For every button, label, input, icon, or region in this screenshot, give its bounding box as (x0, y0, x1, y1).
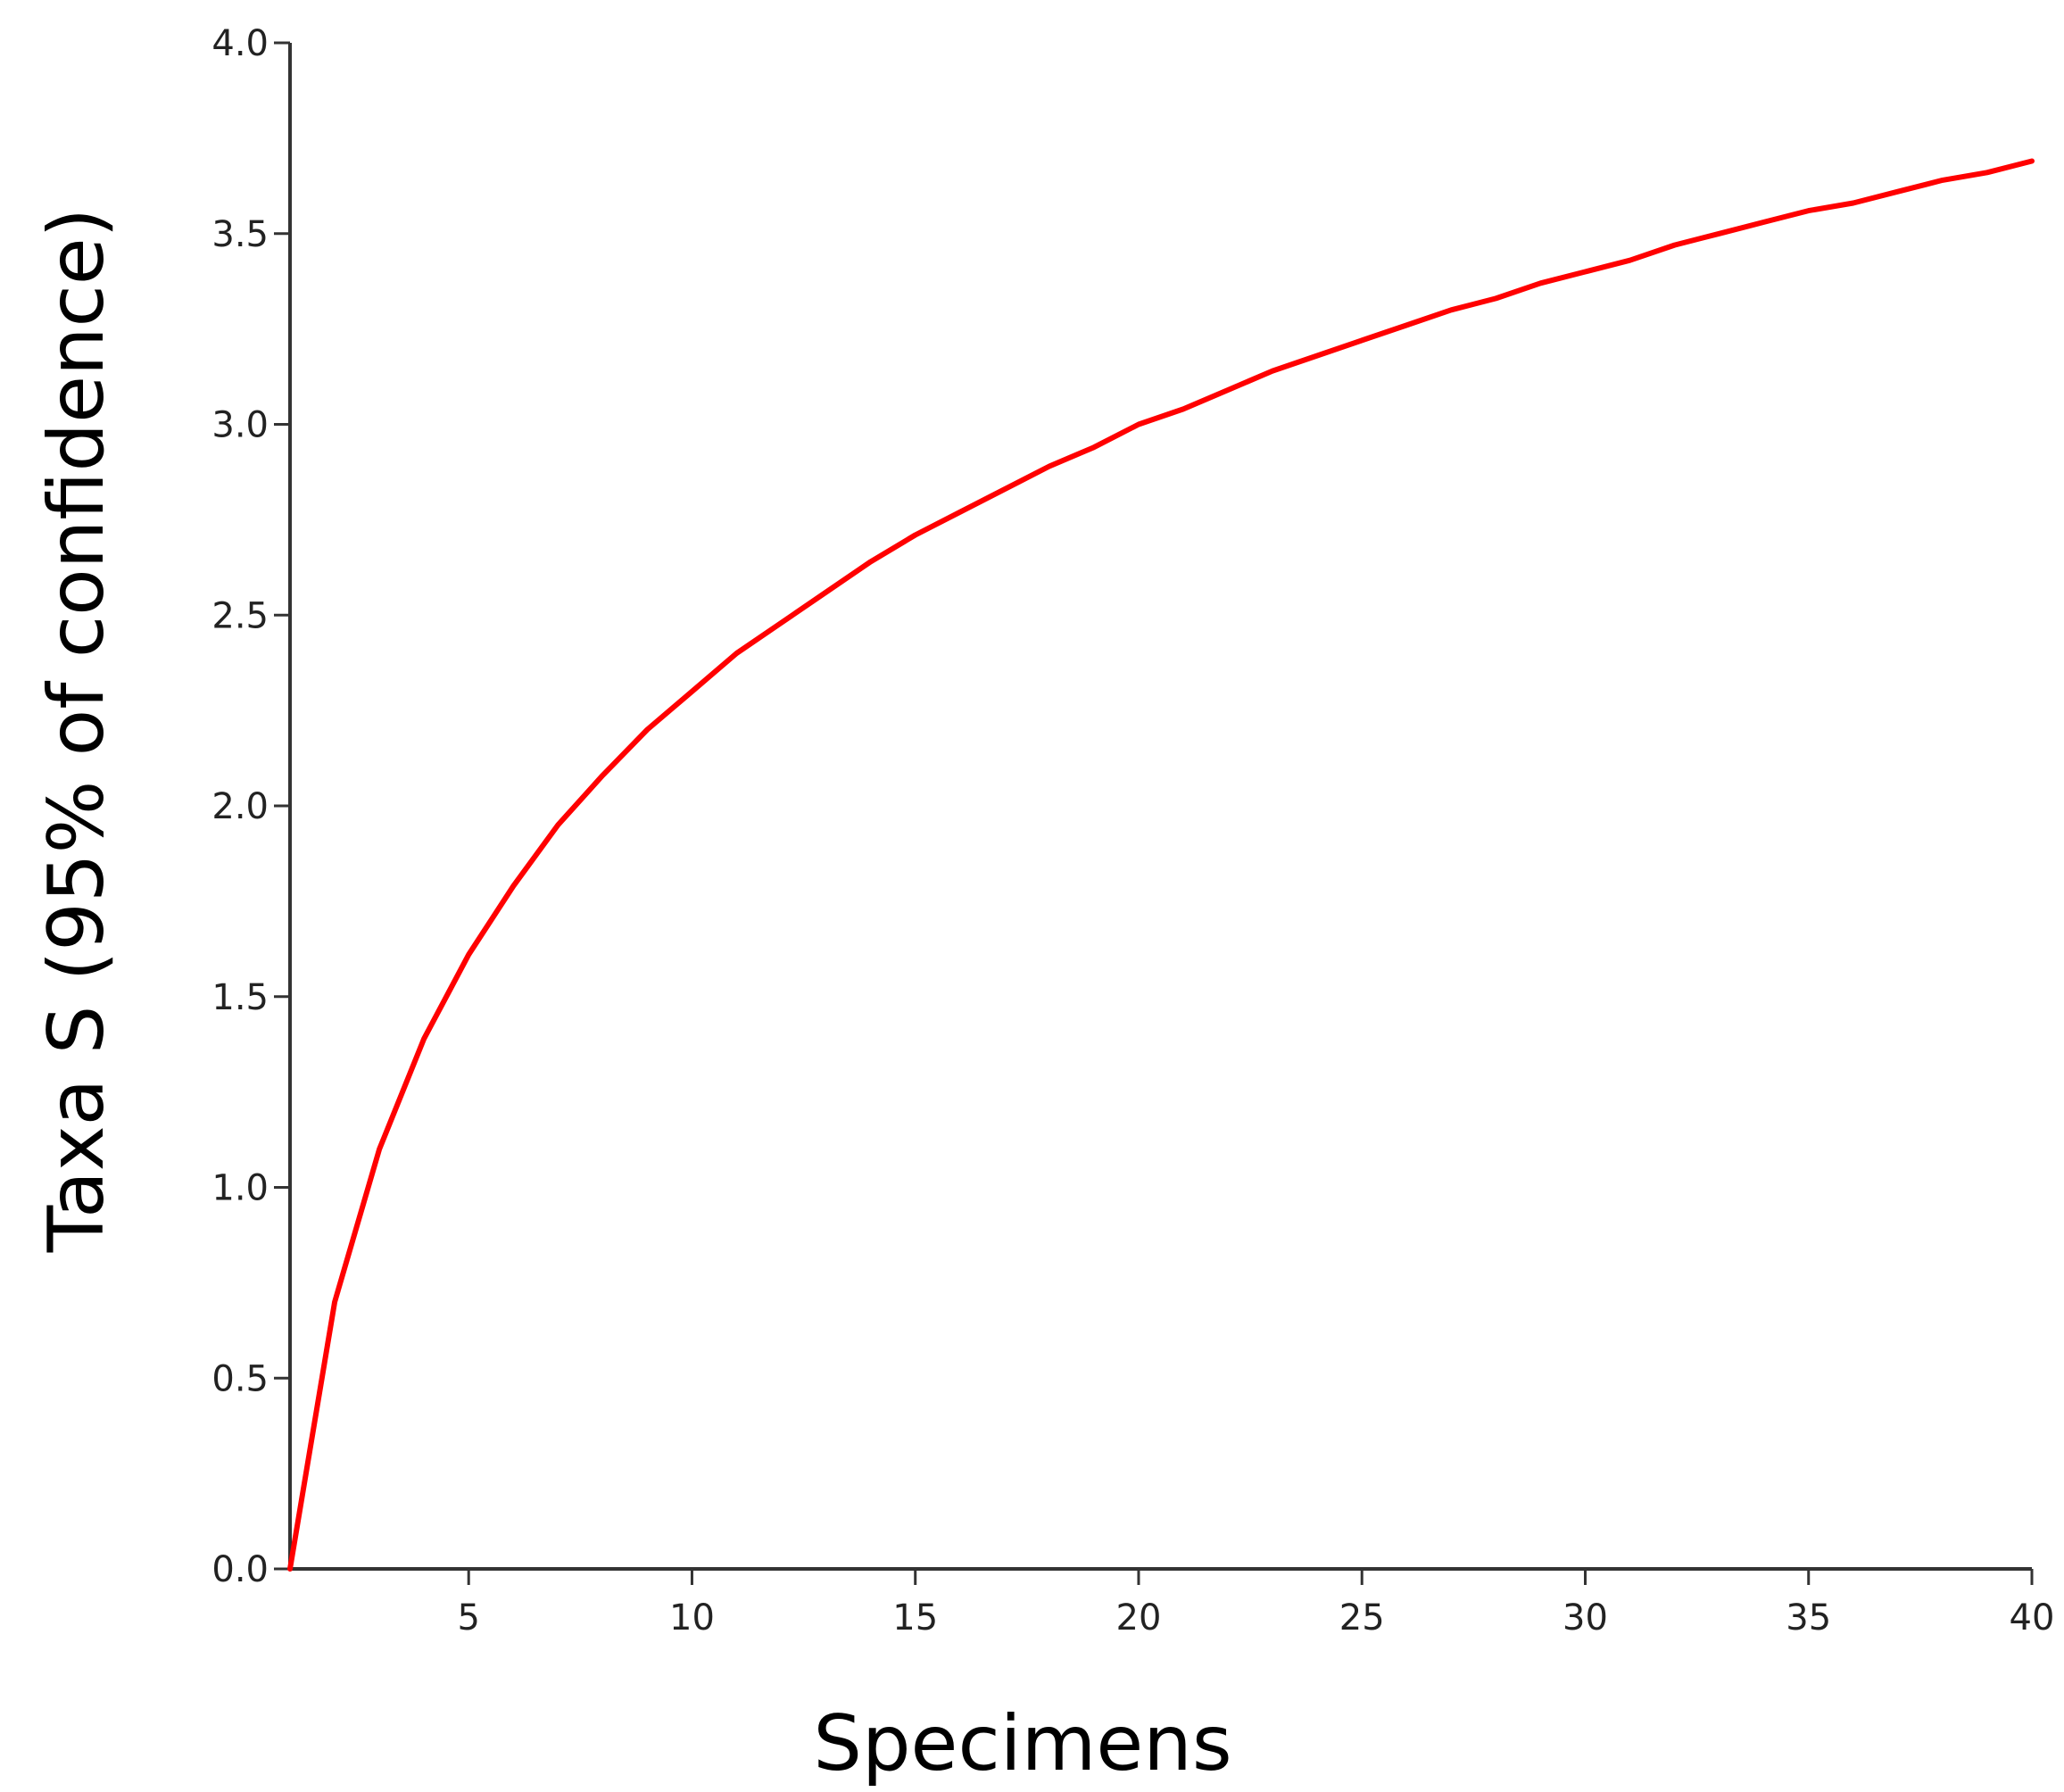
y-axis-ticks: 0.0 0.5 1.0 1.5 2.0 2.5 3.0 3.5 4.0 (211, 23, 290, 1590)
x-tick-label: 10 (669, 1597, 715, 1639)
x-tick-label: 20 (1116, 1597, 1162, 1639)
y-tick-label: 3.5 (211, 214, 269, 255)
x-tick-label: 5 (457, 1597, 479, 1639)
y-axis-title: Taxa S (95% of confidence) (32, 208, 121, 1253)
y-tick-label: 0.5 (211, 1358, 269, 1399)
x-tick-label: 25 (1339, 1597, 1385, 1639)
y-tick-label: 0.0 (211, 1549, 269, 1590)
y-tick-label: 2.0 (211, 786, 269, 827)
y-tick-label: 1.0 (211, 1168, 269, 1209)
x-tick-label: 15 (892, 1597, 938, 1639)
y-tick-label: 4.0 (211, 23, 269, 64)
x-tick-label: 35 (1786, 1597, 1831, 1639)
plot-area: 0.0 0.5 1.0 1.5 2.0 2.5 3.0 3.5 4.0 5 10 15 20 25 30 3… (211, 23, 2054, 1639)
x-axis-ticks: 5 10 15 20 25 30 35 40 (457, 1569, 2054, 1639)
series-line (287, 158, 2035, 1572)
x-tick-label: 40 (2010, 1597, 2055, 1639)
y-tick-label: 2.5 (211, 595, 269, 636)
x-axis-title: Specimens (813, 1699, 1231, 1788)
x-tick-label: 30 (1563, 1597, 1608, 1639)
y-tick-label: 3.0 (211, 405, 269, 446)
y-tick-label: 1.5 (211, 977, 269, 1018)
